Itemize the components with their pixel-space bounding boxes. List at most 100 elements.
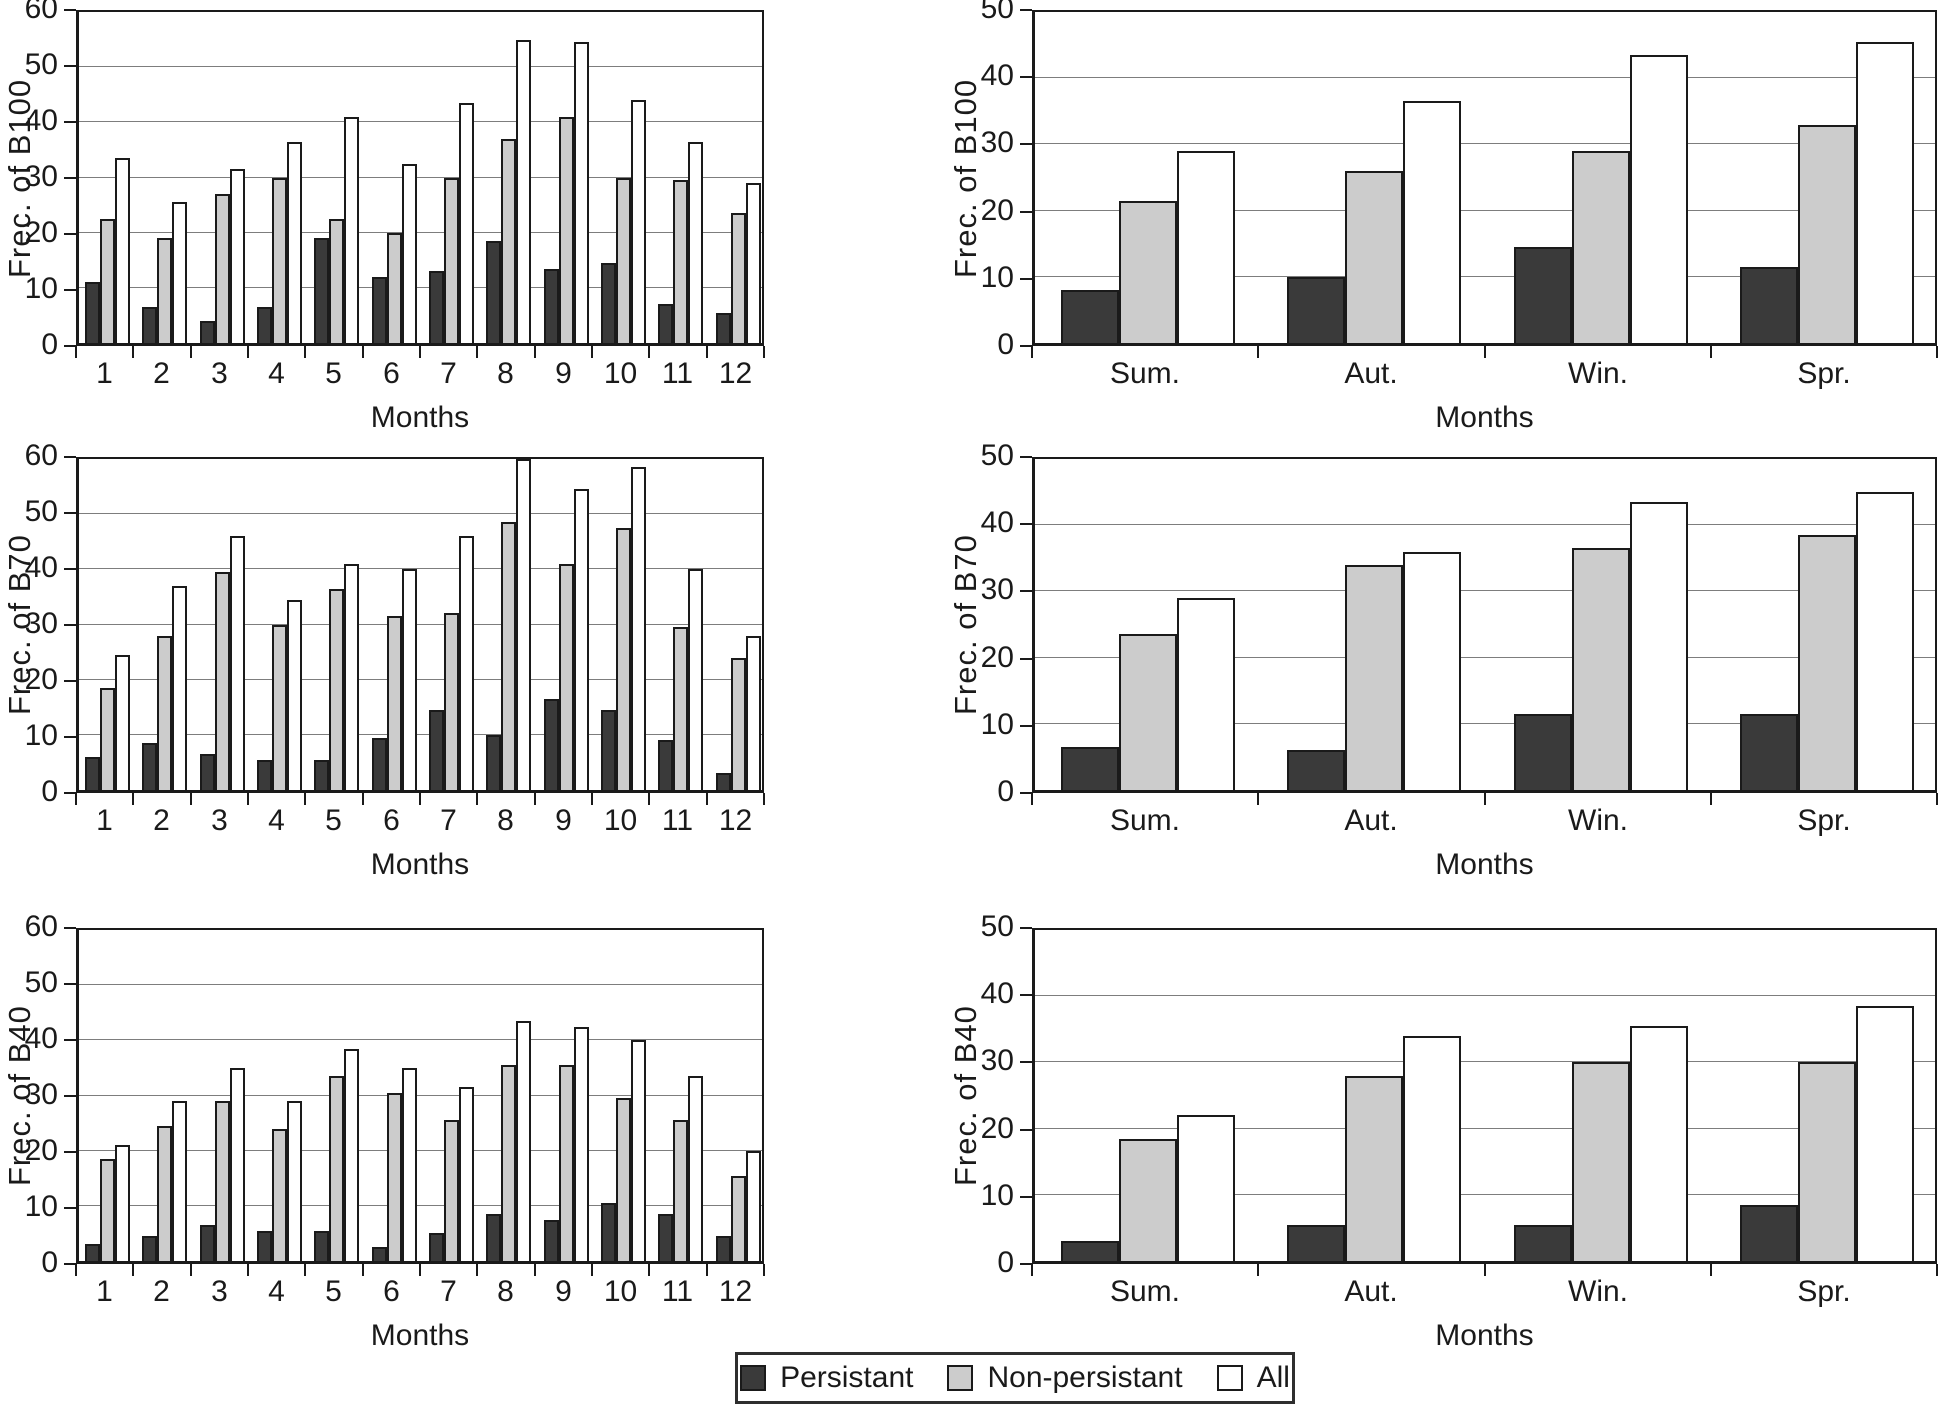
- y-tick-label: 30: [24, 1078, 58, 1111]
- bar-all-7: [459, 536, 475, 790]
- bar-persistant-8: [486, 240, 502, 343]
- bar-persistant-1: [85, 756, 101, 790]
- bar-non-persistant-11: [673, 627, 689, 790]
- y-tick: [64, 65, 76, 67]
- bar-persistant-12: [715, 312, 731, 343]
- x-tick: [534, 793, 536, 805]
- y-tick: [64, 289, 76, 291]
- x-tick: [1031, 793, 1033, 805]
- bar-group-12: [710, 930, 767, 1261]
- x-category-label: 11: [661, 804, 694, 837]
- bar-persistant-3: [199, 754, 215, 790]
- x-axis-title: Months: [370, 1319, 470, 1352]
- x-category-label: 7: [440, 357, 457, 390]
- bar-non-persistant-11: [673, 180, 689, 343]
- bar-all-Win: [1629, 55, 1688, 343]
- bar-all-1: [115, 1145, 131, 1261]
- y-tick: [64, 680, 76, 682]
- y-tick: [1020, 9, 1032, 11]
- bar-all-3: [229, 169, 245, 343]
- bar-non-persistant-3: [214, 194, 230, 343]
- x-category-label: 7: [440, 804, 457, 837]
- bar-group-8: [480, 459, 537, 790]
- bar-group-Sum: [1035, 930, 1261, 1261]
- bar-persistant-4: [257, 759, 273, 790]
- bar-persistant-7: [429, 271, 445, 343]
- y-tick: [64, 568, 76, 570]
- gridline: [79, 984, 762, 986]
- plot-area: [76, 457, 764, 793]
- bar-non-persistant-2: [157, 635, 173, 790]
- gridline: [79, 231, 762, 233]
- x-category-label: 8: [497, 1275, 514, 1308]
- bar-all-7: [459, 103, 475, 343]
- x-tick: [534, 346, 536, 358]
- x-category-label: Spr.: [1797, 357, 1851, 390]
- bar-persistant-5: [314, 759, 330, 790]
- bar-group-Aut: [1261, 459, 1487, 790]
- bar-group-11: [652, 930, 709, 1261]
- bar-group-4: [251, 12, 308, 343]
- x-tick: [132, 793, 134, 805]
- gridline: [1035, 275, 1935, 277]
- bar-all-Aut: [1403, 551, 1462, 790]
- x-tick: [763, 346, 765, 358]
- x-tick: [648, 793, 650, 805]
- y-tick-label: 20: [980, 641, 1014, 674]
- bar-persistant-4: [257, 1230, 273, 1261]
- legend: Persistant Non-persistant All: [735, 1352, 1295, 1404]
- bar-non-persistant-10: [616, 177, 632, 343]
- x-category-label: 11: [661, 357, 694, 390]
- x-tick: [362, 346, 364, 358]
- bar-group-1: [79, 12, 136, 343]
- all-swatch-icon: [1216, 1365, 1243, 1391]
- bar-group-10: [595, 12, 652, 343]
- bar-group-12: [710, 12, 767, 343]
- y-tick-label: 10: [980, 261, 1014, 294]
- x-tick: [304, 1264, 306, 1276]
- y-tick-label: 20: [24, 216, 58, 249]
- bar-persistant-Aut: [1287, 276, 1346, 343]
- bar-all-8: [516, 39, 532, 343]
- y-tick: [1020, 1061, 1032, 1063]
- y-tick: [1020, 658, 1032, 660]
- bar-group-Sum: [1035, 12, 1261, 343]
- gridline: [1035, 656, 1935, 658]
- x-tick: [534, 1264, 536, 1276]
- y-tick-label: 30: [980, 126, 1014, 159]
- bar-group-Spr: [1714, 459, 1940, 790]
- legend-item-non-persistant: Non-persistant: [947, 1361, 1183, 1395]
- y-tick-label: 30: [24, 160, 58, 193]
- x-tick: [706, 1264, 708, 1276]
- bar-non-persistant-2: [157, 238, 173, 343]
- y-tick-label: 40: [980, 977, 1014, 1010]
- y-tick: [1020, 927, 1032, 929]
- bar-group-9: [538, 930, 595, 1261]
- bar-non-persistant-4: [272, 624, 288, 790]
- y-tick: [1020, 76, 1032, 78]
- x-tick: [476, 346, 478, 358]
- bar-non-persistant-9: [558, 1065, 574, 1261]
- y-tick-label: 30: [24, 607, 58, 640]
- x-category-label: 2: [153, 357, 170, 390]
- x-tick: [1936, 793, 1938, 805]
- y-tick-label: 20: [980, 194, 1014, 227]
- bar-non-persistant-12: [730, 1175, 746, 1261]
- bar-non-persistant-8: [501, 1065, 517, 1261]
- bar-non-persistant-5: [329, 588, 345, 790]
- y-tick-label: 40: [24, 1022, 58, 1055]
- y-tick-label: 10: [24, 719, 58, 752]
- bar-non-persistant-1: [100, 1158, 116, 1261]
- x-tick: [706, 346, 708, 358]
- bar-persistant-3: [199, 320, 215, 343]
- bar-all-4: [287, 141, 303, 343]
- bar-non-persistant-5: [329, 218, 345, 343]
- bar-persistant-11: [658, 740, 674, 790]
- bar-persistant-Win: [1513, 713, 1572, 790]
- bar-group-7: [423, 930, 480, 1261]
- y-tick-label: 0: [997, 775, 1014, 808]
- y-tick-label: 20: [980, 1112, 1014, 1145]
- y-tick-label: 10: [24, 272, 58, 305]
